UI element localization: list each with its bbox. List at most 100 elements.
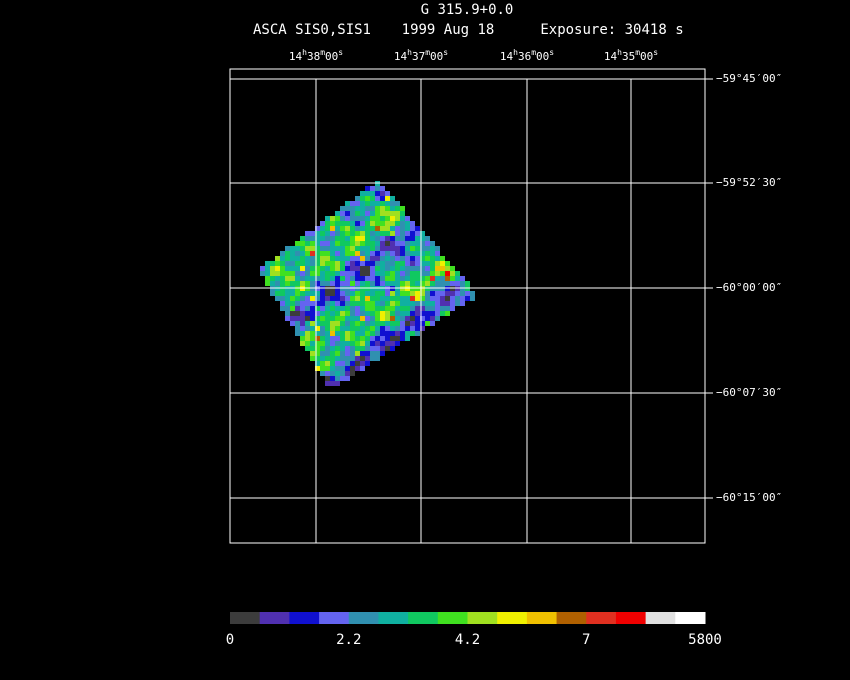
image-pixel: [415, 251, 420, 256]
image-pixel: [325, 326, 330, 331]
colorbar-label: 0: [226, 632, 234, 648]
image-pixel: [300, 341, 305, 346]
image-pixel: [420, 251, 425, 256]
image-pixel: [340, 371, 345, 376]
image-pixel: [360, 326, 365, 331]
image-pixel: [270, 281, 275, 286]
image-pixel: [345, 361, 350, 366]
image-pixel: [325, 306, 330, 311]
image-pixel: [415, 271, 420, 276]
image-pixel: [410, 291, 415, 296]
image-pixel: [360, 191, 365, 196]
image-pixel: [385, 281, 390, 286]
image-pixel: [375, 241, 380, 246]
image-pixel: [445, 311, 450, 316]
image-pixel: [425, 291, 430, 296]
image-pixel: [380, 186, 385, 191]
image-pixel: [365, 346, 370, 351]
image-pixel: [325, 276, 330, 281]
image-pixel: [415, 266, 420, 271]
image-pixel: [415, 226, 420, 231]
image-pixel: [365, 191, 370, 196]
image-pixel: [375, 201, 380, 206]
image-pixel: [285, 271, 290, 276]
image-pixel: [410, 256, 415, 261]
image-pixel: [435, 246, 440, 251]
image-pixel: [465, 291, 470, 296]
image-pixel: [395, 316, 400, 321]
image-pixel: [410, 276, 415, 281]
image-pixel: [380, 321, 385, 326]
image-pixel: [395, 206, 400, 211]
image-pixel: [435, 251, 440, 256]
image-pixel: [395, 231, 400, 236]
image-pixel: [340, 311, 345, 316]
image-pixel: [415, 316, 420, 321]
image-pixel: [275, 296, 280, 301]
image-pixel: [400, 311, 405, 316]
image-pixel: [370, 216, 375, 221]
image-pixel: [335, 351, 340, 356]
image-pixel: [325, 336, 330, 341]
image-pixel: [395, 266, 400, 271]
image-pixel: [330, 241, 335, 246]
image-pixel: [310, 301, 315, 306]
image-pixel: [395, 216, 400, 221]
image-pixel: [360, 356, 365, 361]
image-pixel: [305, 326, 310, 331]
image-pixel: [375, 316, 380, 321]
image-pixel: [355, 246, 360, 251]
image-pixel: [390, 206, 395, 211]
image-pixel: [350, 271, 355, 276]
image-pixel: [380, 306, 385, 311]
image-pixel: [295, 251, 300, 256]
image-pixel: [355, 321, 360, 326]
image-pixel: [375, 216, 380, 221]
image-pixel: [345, 216, 350, 221]
image-pixel: [380, 261, 385, 266]
image-pixel: [315, 241, 320, 246]
image-pixel: [335, 231, 340, 236]
image-pixel: [385, 211, 390, 216]
image-pixel: [275, 266, 280, 271]
image-pixel: [365, 256, 370, 261]
image-pixel: [360, 236, 365, 241]
image-pixel: [315, 296, 320, 301]
image-pixel: [400, 301, 405, 306]
image-pixel: [410, 311, 415, 316]
image-pixel: [350, 361, 355, 366]
image-pixel: [375, 346, 380, 351]
image-pixel: [425, 276, 430, 281]
image-pixel: [325, 301, 330, 306]
title: G 315.9+0.0: [421, 2, 514, 18]
image-pixel: [345, 371, 350, 376]
image-pixel: [430, 306, 435, 311]
image-pixel: [335, 316, 340, 321]
image-pixel: [420, 256, 425, 261]
image-pixel: [410, 251, 415, 256]
image-pixel: [425, 281, 430, 286]
image-pixel: [270, 266, 275, 271]
image-pixel: [350, 331, 355, 336]
image-pixel: [325, 321, 330, 326]
image-pixel: [350, 356, 355, 361]
image-pixel: [360, 266, 365, 271]
image-pixel: [355, 341, 360, 346]
image-pixel: [350, 251, 355, 256]
image-pixel: [295, 331, 300, 336]
image-pixel: [365, 276, 370, 281]
image-pixel: [330, 276, 335, 281]
image-pixel: [445, 271, 450, 276]
image-pixel: [390, 311, 395, 316]
image-pixel: [385, 251, 390, 256]
image-pixel: [390, 271, 395, 276]
image-pixel: [355, 261, 360, 266]
image-pixel: [335, 221, 340, 226]
image-pixel: [400, 251, 405, 256]
image-pixel: [340, 291, 345, 296]
image-pixel: [325, 341, 330, 346]
image-pixel: [440, 301, 445, 306]
image-pixel: [390, 336, 395, 341]
image-pixel: [355, 271, 360, 276]
image-pixel: [315, 361, 320, 366]
